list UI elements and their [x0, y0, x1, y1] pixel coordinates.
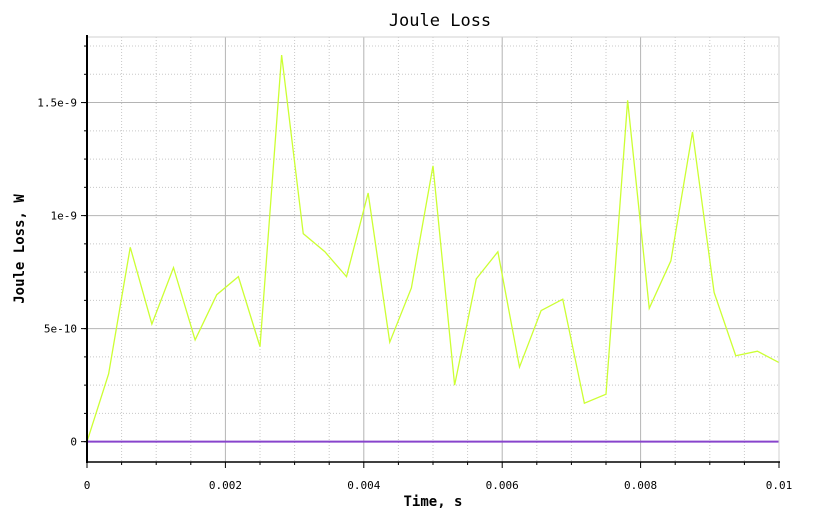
y-tick-label: 0: [70, 436, 77, 449]
y-tick-label: 1e-9: [51, 210, 78, 223]
chart-title: Joule Loss: [389, 11, 491, 31]
x-tick-label: 0.002: [209, 479, 242, 492]
series-layer: [86, 55, 780, 443]
x-tick-label: 0.006: [486, 479, 519, 492]
x-tick-label: 0.004: [347, 479, 380, 492]
x-axis-label: Time, s: [403, 494, 462, 510]
y-axis-label: Joule Loss, W: [12, 194, 28, 304]
tick-labels: 0 0.002 0.004 0.006 0.008 0.01 0 5e-10 1e-9 1.5e-…: [37, 97, 792, 492]
series-line-1: [86, 55, 780, 442]
x-tick-label: 0: [84, 479, 91, 492]
x-tick-label: 0.01: [766, 479, 793, 492]
y-tick-label: 5e-10: [44, 323, 77, 336]
minor-grid: [87, 37, 779, 462]
axes: [81, 35, 780, 468]
y-tick-label: 1.5e-9: [37, 97, 77, 110]
x-tick-label: 0.008: [624, 479, 657, 492]
